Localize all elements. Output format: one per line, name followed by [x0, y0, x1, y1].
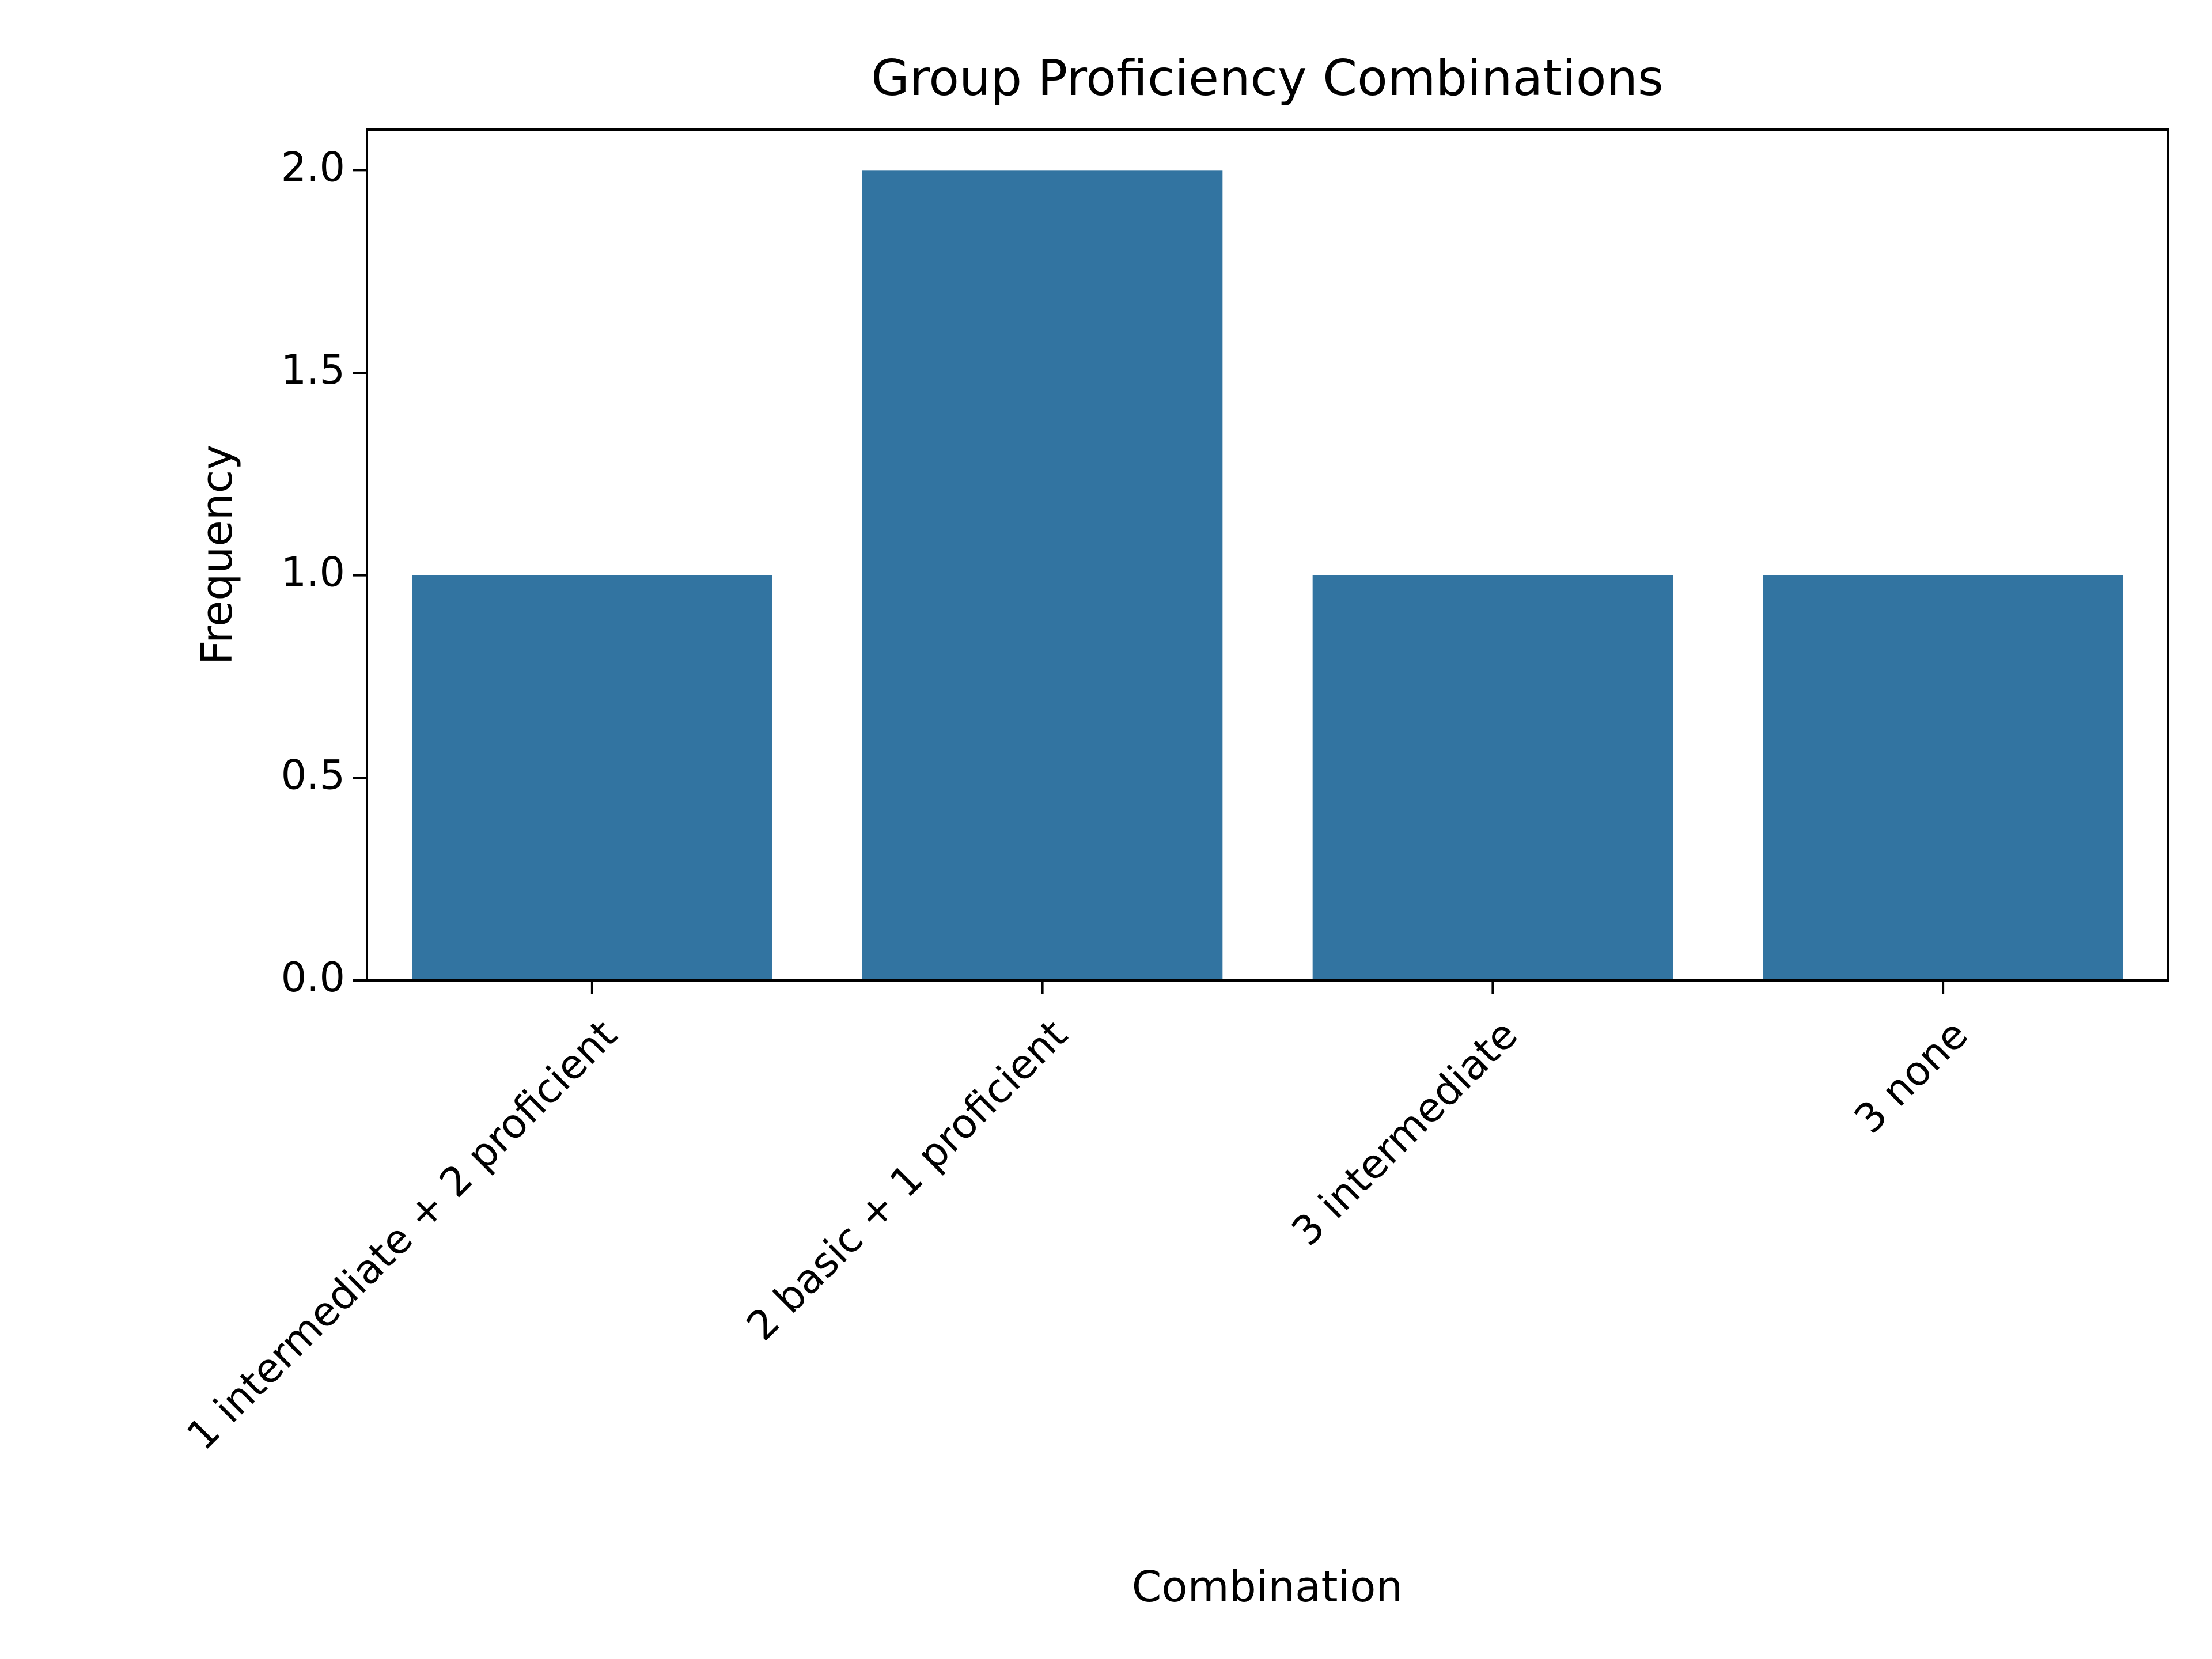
bar-3 [1763, 575, 2123, 980]
chart-title: Group Proficiency Combinations [871, 50, 1664, 107]
bar-1 [862, 170, 1223, 980]
x-axis-label: Combination [1132, 1562, 1403, 1612]
plot-frame [366, 128, 2169, 982]
y-tick-label: 0.5 [281, 751, 345, 798]
x-tick-label: 3 intermediate [1282, 1011, 1527, 1255]
bar-2 [1312, 575, 1673, 980]
x-axis: 1 intermediate + 2 proficient 2 basic + 1… [177, 980, 1977, 1459]
y-tick-label: 0.0 [281, 954, 345, 1001]
y-axis: 0.0 0.5 1.0 1.5 2.0 [281, 143, 367, 1001]
y-axis-label: Frequency [192, 445, 242, 665]
y-tick-label: 1.0 [281, 549, 345, 596]
x-tick-label: 3 none [1845, 1011, 1977, 1143]
x-tick-label: 2 basic + 1 proficient [737, 1011, 1076, 1350]
bar-0 [412, 575, 772, 980]
y-tick-label: 2.0 [281, 143, 345, 191]
bars-layer [412, 170, 2123, 980]
x-tick-label: 1 intermediate + 2 proficient [177, 1011, 626, 1459]
y-tick-label: 1.5 [281, 346, 345, 393]
